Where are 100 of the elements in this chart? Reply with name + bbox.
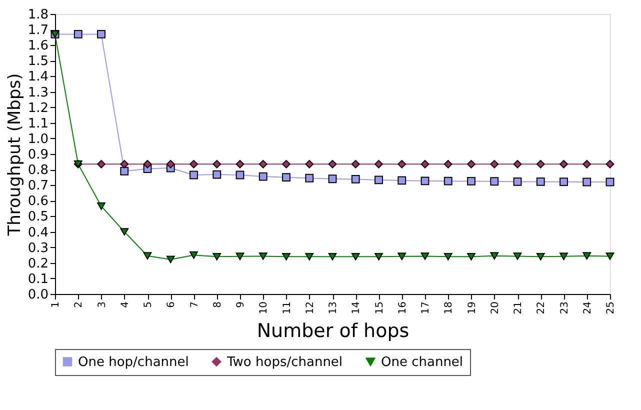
point — [513, 252, 522, 260]
point — [74, 30, 82, 38]
x-tick-label: 25 — [606, 302, 616, 314]
point — [582, 160, 592, 168]
x-tick-label: 12 — [304, 302, 316, 314]
point — [444, 176, 452, 186]
x-tick-label: 5 — [143, 302, 154, 308]
point — [420, 160, 430, 168]
point — [190, 251, 198, 259]
y-tick-label: 0.7 — [28, 178, 48, 194]
point — [212, 252, 222, 260]
point — [513, 160, 522, 168]
point — [282, 160, 290, 168]
y-tick-label: 0.6 — [28, 194, 48, 210]
point — [258, 252, 268, 260]
point — [490, 252, 499, 260]
point — [467, 160, 476, 168]
point — [606, 252, 614, 260]
y-tick-label: 1.8 — [28, 8, 48, 22]
point — [444, 160, 452, 168]
point — [328, 252, 337, 260]
point — [351, 174, 360, 184]
y-tick-label: 0.5 — [28, 210, 48, 225]
point — [282, 252, 290, 260]
point — [536, 177, 545, 186]
x-tick-label: 1 — [50, 302, 62, 308]
point — [513, 177, 522, 186]
y-tick-label: 1.3 — [28, 85, 48, 100]
y-axis-title: Throughput (Mbps) — [4, 73, 25, 237]
point — [97, 160, 106, 168]
point — [212, 170, 222, 179]
y-tick-label: 1.6 — [28, 38, 48, 54]
point — [398, 176, 406, 185]
y-tick-label: 1.0 — [28, 132, 48, 147]
x-tick-label: 10 — [258, 302, 270, 314]
legend-label: One channel — [381, 354, 464, 370]
point — [536, 252, 545, 260]
point — [258, 160, 268, 168]
x-tick-label: 24 — [582, 302, 594, 314]
point — [420, 176, 430, 186]
point — [398, 160, 406, 168]
point — [351, 252, 360, 260]
point — [490, 160, 499, 168]
point — [166, 160, 175, 168]
point — [120, 166, 129, 176]
point — [258, 172, 268, 181]
x-tick-label: 2 — [74, 302, 85, 308]
point — [97, 30, 106, 38]
point — [166, 256, 175, 264]
x-tick-label: 20 — [490, 302, 501, 314]
y-tick-label: 0.9 — [28, 148, 48, 162]
x-tick-label: 3 — [96, 302, 108, 308]
y-tick-label: 1.1 — [28, 116, 48, 132]
point — [560, 178, 568, 186]
point — [305, 160, 314, 168]
x-tick-label: 17 — [420, 302, 432, 314]
x-tick-label: 11 — [282, 302, 293, 314]
point — [236, 160, 244, 168]
point — [420, 252, 430, 260]
point — [190, 160, 198, 168]
point — [606, 178, 614, 186]
point — [536, 160, 545, 168]
point — [236, 170, 244, 180]
point — [374, 160, 383, 168]
point — [328, 174, 337, 184]
point — [212, 160, 222, 168]
point — [143, 160, 152, 168]
x-tick-label: 19 — [466, 302, 478, 314]
point — [190, 170, 198, 180]
x-tick-label: 16 — [397, 302, 408, 314]
y-tick-label: 0.4 — [28, 225, 48, 240]
point — [143, 252, 152, 260]
y-tick-label: 0.2 — [28, 256, 48, 272]
point — [236, 252, 244, 260]
x-tick-label: 8 — [212, 302, 224, 308]
point — [282, 173, 290, 182]
point — [351, 160, 360, 168]
x-tick-label: 21 — [513, 302, 524, 314]
point — [97, 202, 106, 210]
y-tick-label: 0.8 — [28, 163, 48, 178]
y-tick-label: 1.5 — [28, 54, 48, 70]
point — [374, 176, 383, 184]
point — [398, 252, 406, 260]
x-tick-label: 14 — [351, 302, 362, 314]
y-tick-label: 0.3 — [28, 240, 48, 256]
x-tick-label: 4 — [120, 302, 131, 308]
x-tick-label: 23 — [559, 302, 570, 314]
y-tick-label: 0.1 — [28, 272, 48, 287]
point — [444, 252, 452, 260]
x-tick-label: 7 — [189, 302, 200, 308]
point — [490, 177, 499, 186]
x-tick-label: 13 — [328, 302, 339, 314]
point — [305, 174, 314, 182]
x-tick-label: 15 — [374, 302, 386, 314]
point — [582, 178, 592, 186]
x-tick-label: 6 — [166, 302, 178, 308]
y-tick-label: 0.0 — [28, 288, 48, 302]
point — [606, 160, 614, 168]
point — [560, 252, 568, 260]
point — [467, 252, 476, 260]
